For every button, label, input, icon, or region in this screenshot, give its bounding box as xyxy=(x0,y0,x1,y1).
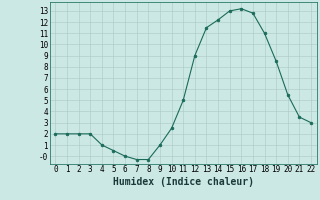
X-axis label: Humidex (Indice chaleur): Humidex (Indice chaleur) xyxy=(113,177,254,187)
